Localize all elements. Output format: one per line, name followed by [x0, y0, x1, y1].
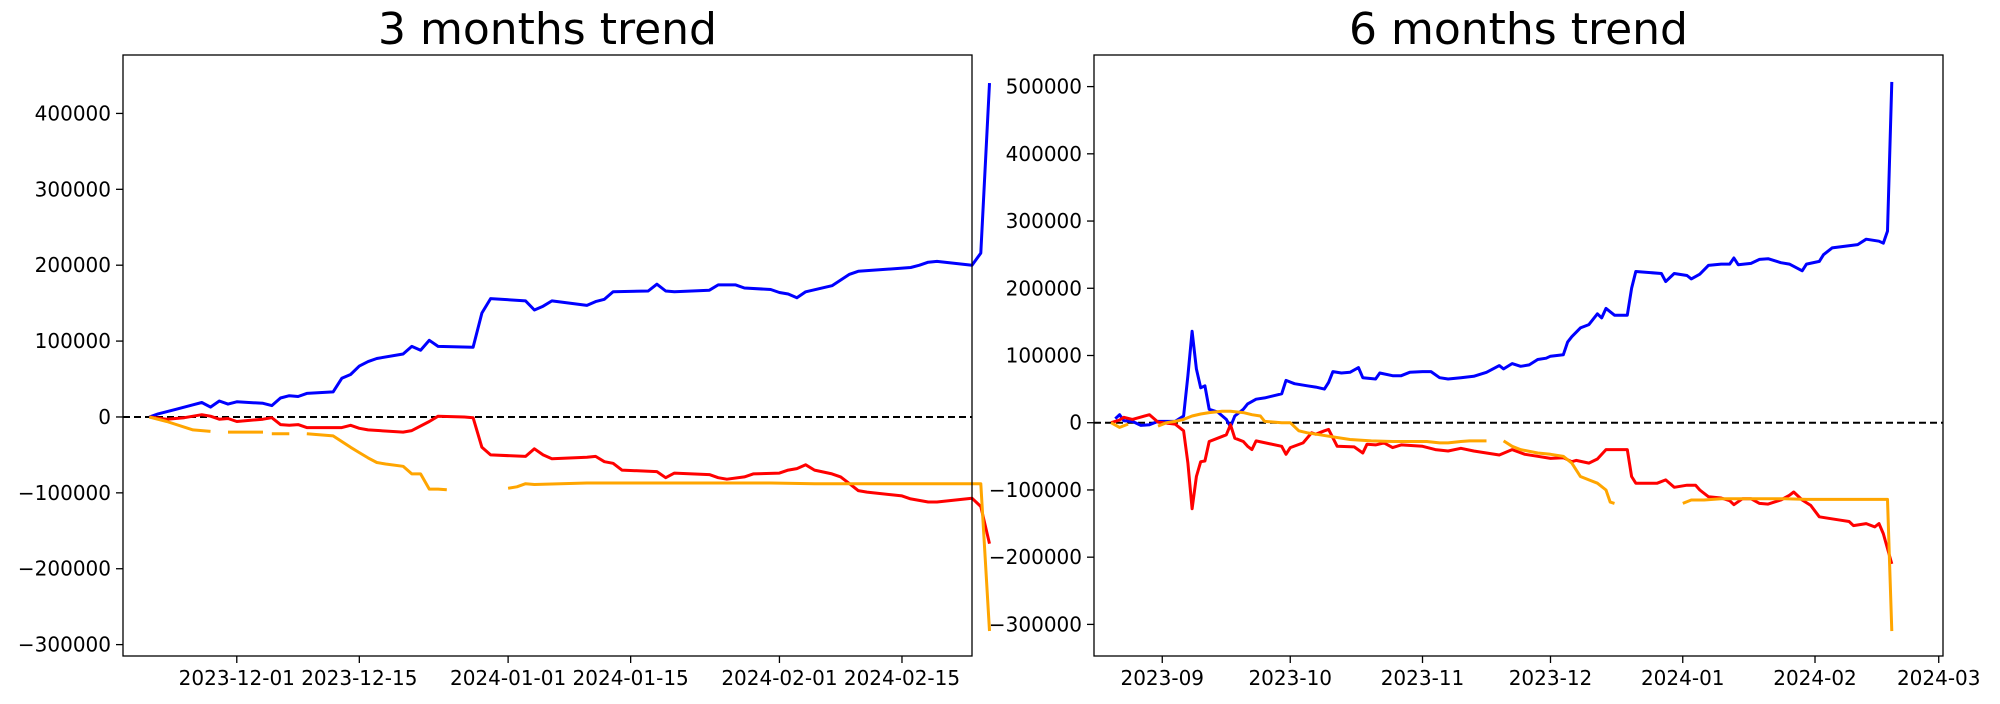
y-tick-label: 400000	[1006, 142, 1082, 166]
x-tick-label: 2023-09	[1120, 666, 1204, 690]
series-2-line-segment-4	[507, 481, 991, 632]
x-tick-label: 2023-12-15	[301, 666, 417, 690]
x-tick-label: 2024-01-15	[573, 666, 689, 690]
series-2-line-segment-0	[148, 415, 211, 433]
y-tick-label: −300000	[989, 612, 1082, 636]
x-tick-label: 2024-02	[1773, 666, 1857, 690]
x-tick-label: 2024-02-15	[844, 666, 960, 690]
y-tick-label: 0	[1069, 411, 1082, 435]
series-0-line-segment-0	[148, 83, 991, 419]
plot-frame	[122, 54, 973, 657]
x-tick-label: 2023-12-01	[179, 666, 295, 690]
y-tick-label: 300000	[1006, 209, 1082, 233]
y-tick-label: −100000	[989, 478, 1082, 502]
y-tick-label: 0	[98, 405, 111, 429]
x-tick-label: 2024-01	[1641, 666, 1725, 690]
y-tick-label: −200000	[18, 557, 111, 581]
series-2-line-segment-2	[1502, 439, 1615, 505]
series-1-line-segment-0	[149, 413, 991, 545]
chart-3-months: 3 months trend −300000 −200000 −100000 0 100…	[18, 4, 991, 690]
series-2-line-segment-3	[306, 432, 447, 492]
x-tick-label: 2024-02-01	[721, 666, 837, 690]
x-tick-label: 2023-12	[1509, 666, 1593, 690]
x-tick-label: 2024-03	[1897, 666, 1981, 690]
y-tick-label: −300000	[18, 633, 111, 657]
y-tick-label: 200000	[1006, 276, 1082, 300]
chart-title: 3 months trend	[378, 4, 717, 55]
y-tick-label: 100000	[35, 329, 111, 353]
series-2-line-segment-1	[1157, 409, 1487, 445]
x-tick-label: 2023-10	[1248, 666, 1332, 690]
y-tick-label: 500000	[1006, 75, 1082, 99]
series-2-line-segment-3	[1682, 497, 1894, 632]
y-tick-label: 400000	[35, 101, 111, 125]
chart-title: 6 months trend	[1349, 4, 1688, 55]
y-tick-label: −100000	[18, 481, 111, 505]
series-1-line-segment-0	[1110, 413, 1894, 565]
y-tick-label: 100000	[1006, 344, 1082, 368]
series-2-line-segment-0	[1110, 421, 1129, 429]
chart-6-months: 6 months trend −300000 −200000 −100000 0 100…	[989, 4, 1981, 690]
y-tick-label: 300000	[35, 177, 111, 201]
series-0-line-segment-0	[1114, 81, 1894, 429]
x-tick-label: 2023-11	[1381, 666, 1465, 690]
y-tick-label: −200000	[989, 545, 1082, 569]
x-tick-label: 2024-01-01	[450, 666, 566, 690]
plot-frame	[1093, 54, 1944, 657]
y-tick-label: 200000	[35, 253, 111, 277]
